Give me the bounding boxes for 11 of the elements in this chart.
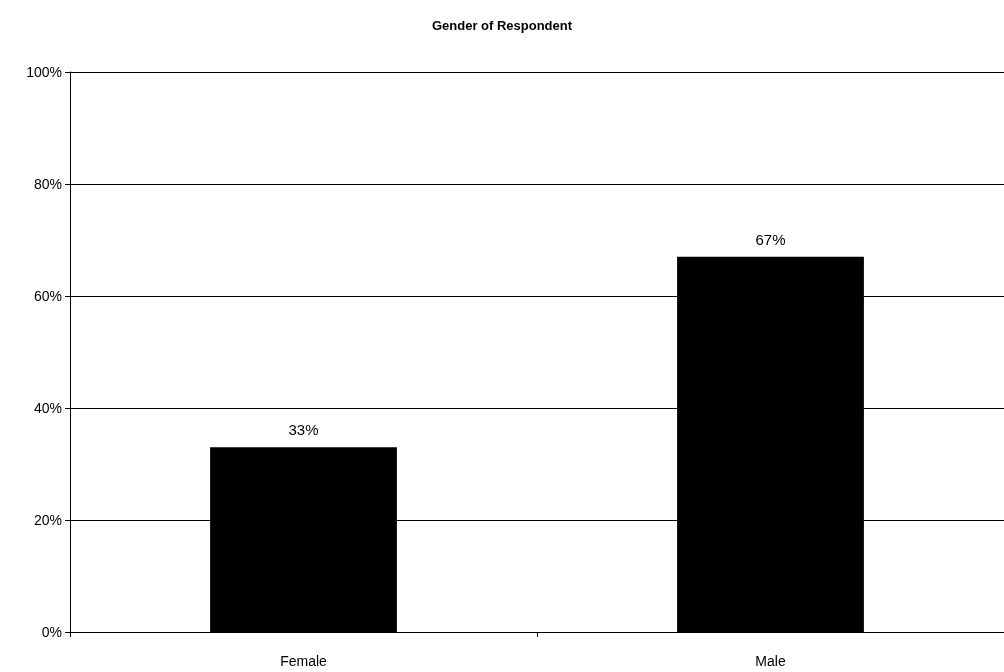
y-tick-label: 80% — [33, 176, 62, 192]
data-label: 67% — [755, 230, 786, 248]
chart-title: Gender of Respondent — [431, 18, 573, 33]
y-tick-label: 40% — [33, 400, 62, 416]
y-tick-label: 20% — [33, 512, 62, 528]
y-tick-label: 100% — [26, 64, 62, 80]
y-tick-label: 60% — [33, 288, 62, 304]
x-tick-label: Male — [755, 653, 786, 669]
data-label: 33% — [288, 421, 319, 439]
x-tick-label: Female — [280, 653, 328, 669]
y-tick-label: 0% — [41, 624, 62, 640]
